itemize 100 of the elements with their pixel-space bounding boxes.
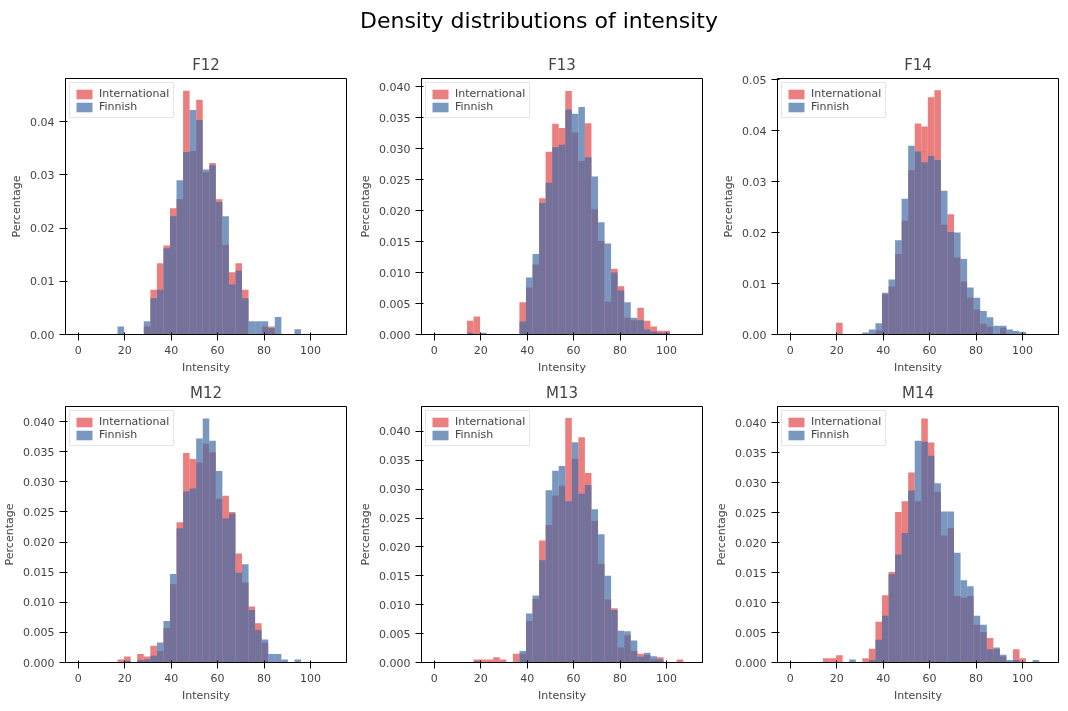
y-tick-label: 0.000 (379, 328, 411, 342)
y-axis-title: Percentage (3, 503, 17, 566)
x-tick-label: 100 (300, 343, 322, 357)
y-tick-label: 0.020 (735, 536, 767, 550)
y-tick-label: 0.04 (30, 115, 55, 129)
x-tick-label: 60 (922, 343, 937, 357)
chart-title: M12 (189, 383, 223, 402)
y-axis-title: Percentage (359, 175, 373, 238)
y-tick-label: 0.00 (742, 328, 767, 342)
y-tick-label: 0.040 (735, 416, 767, 430)
x-tick-label: 60 (210, 343, 225, 357)
x-tick-label: 60 (210, 671, 225, 685)
text: Density distributions of intensity (359, 7, 719, 35)
y-tick-label: 0.040 (379, 425, 411, 439)
x-tick-label: 80 (613, 671, 628, 685)
y-tick-label: 0.035 (735, 446, 767, 460)
y-tick-label: 0.03 (742, 175, 767, 189)
y-tick-label: 0.010 (379, 266, 411, 280)
x-tick-label: 100 (300, 671, 322, 685)
y-tick-label: 0.010 (735, 596, 767, 610)
y-tick-label: 0.02 (742, 226, 767, 240)
y-tick-label: 0.01 (30, 275, 55, 289)
y-tick-label: 0.035 (379, 111, 411, 125)
x-tick-label: 0 (786, 671, 794, 685)
y-axis-title: Percentage (10, 175, 24, 238)
y-tick-label: 0.02 (30, 222, 55, 236)
y-tick-label: 0.005 (23, 626, 55, 640)
x-axis-title: Intensity (894, 360, 943, 374)
x-tick-label: 100 (1012, 671, 1034, 685)
legend-label: Finnish (455, 100, 494, 113)
y-tick-label: 0.015 (735, 566, 767, 580)
y-tick-label: 0.020 (379, 204, 411, 218)
y-tick-label: 0.000 (23, 656, 55, 670)
legend-label: Finnish (99, 100, 138, 113)
x-tick-label: 100 (656, 671, 678, 685)
y-tick-label: 0.030 (379, 142, 411, 156)
x-tick-label: 0 (74, 671, 82, 685)
y-axis-title: Percentage (722, 175, 736, 238)
legend-label: Finnish (455, 428, 494, 441)
y-tick-label: 0.000 (379, 656, 411, 670)
x-tick-label: 0 (74, 343, 82, 357)
x-tick-label: 100 (1012, 343, 1034, 357)
legend-label: Finnish (811, 100, 850, 113)
x-tick-label: 40 (876, 343, 891, 357)
x-tick-label: 80 (969, 343, 984, 357)
chart-title: M13 (545, 383, 579, 402)
y-tick-label: 0.01 (742, 277, 767, 291)
y-tick-label: 0.030 (735, 476, 767, 490)
x-tick-label: 40 (876, 671, 891, 685)
y-tick-label: 0.040 (379, 80, 411, 94)
x-tick-label: 20 (829, 671, 844, 685)
x-axis-title: Intensity (894, 688, 943, 702)
x-tick-label: 40 (164, 343, 179, 357)
y-tick-label: 0.030 (379, 483, 411, 497)
x-tick-label: 20 (117, 343, 132, 357)
x-tick-label: 100 (656, 343, 678, 357)
y-tick-label: 0.020 (23, 536, 55, 550)
legend-label: International (811, 87, 882, 100)
y-tick-label: 0.005 (735, 626, 767, 640)
chart-title: M14 (901, 383, 935, 402)
y-tick-label: 0.015 (379, 569, 411, 583)
y-tick-label: 0.05 (742, 73, 767, 87)
y-tick-label: 0.005 (379, 627, 411, 641)
y-tick-label: 0.000 (735, 656, 767, 670)
y-tick-label: 0.015 (23, 566, 55, 580)
x-tick-label: 0 (430, 671, 438, 685)
y-tick-label: 0.025 (379, 173, 411, 187)
legend-label: Finnish (99, 428, 138, 441)
y-tick-label: 0.035 (23, 445, 55, 459)
y-axis-title: Percentage (715, 503, 729, 566)
x-tick-label: 80 (257, 671, 272, 685)
x-tick-label: 60 (566, 343, 581, 357)
y-tick-label: 0.035 (379, 454, 411, 468)
y-tick-label: 0.015 (379, 235, 411, 249)
y-tick-label: 0.010 (23, 596, 55, 610)
x-tick-label: 20 (829, 343, 844, 357)
x-tick-label: 40 (520, 343, 535, 357)
x-tick-label: 60 (566, 671, 581, 685)
chart-title: F13 (548, 55, 576, 74)
x-axis-title: Intensity (182, 360, 231, 374)
x-axis-title: Intensity (538, 360, 587, 374)
x-tick-label: 80 (257, 343, 272, 357)
y-axis-title: Percentage (359, 503, 373, 566)
y-tick-label: 0.005 (379, 297, 411, 311)
x-tick-label: 20 (117, 671, 132, 685)
x-tick-label: 0 (786, 343, 794, 357)
x-axis-title: Intensity (182, 688, 231, 702)
x-tick-label: 40 (164, 671, 179, 685)
legend-label: International (811, 415, 882, 428)
legend-label: International (99, 87, 170, 100)
chart-title: F12 (192, 55, 220, 74)
y-tick-label: 0.03 (30, 168, 55, 182)
y-tick-label: 0.025 (379, 512, 411, 526)
y-tick-label: 0.00 (30, 328, 55, 342)
y-tick-label: 0.020 (379, 540, 411, 554)
x-axis-title: Intensity (538, 688, 587, 702)
x-tick-label: 80 (613, 343, 628, 357)
x-tick-label: 80 (969, 671, 984, 685)
x-tick-label: 0 (430, 343, 438, 357)
y-tick-label: 0.025 (735, 506, 767, 520)
